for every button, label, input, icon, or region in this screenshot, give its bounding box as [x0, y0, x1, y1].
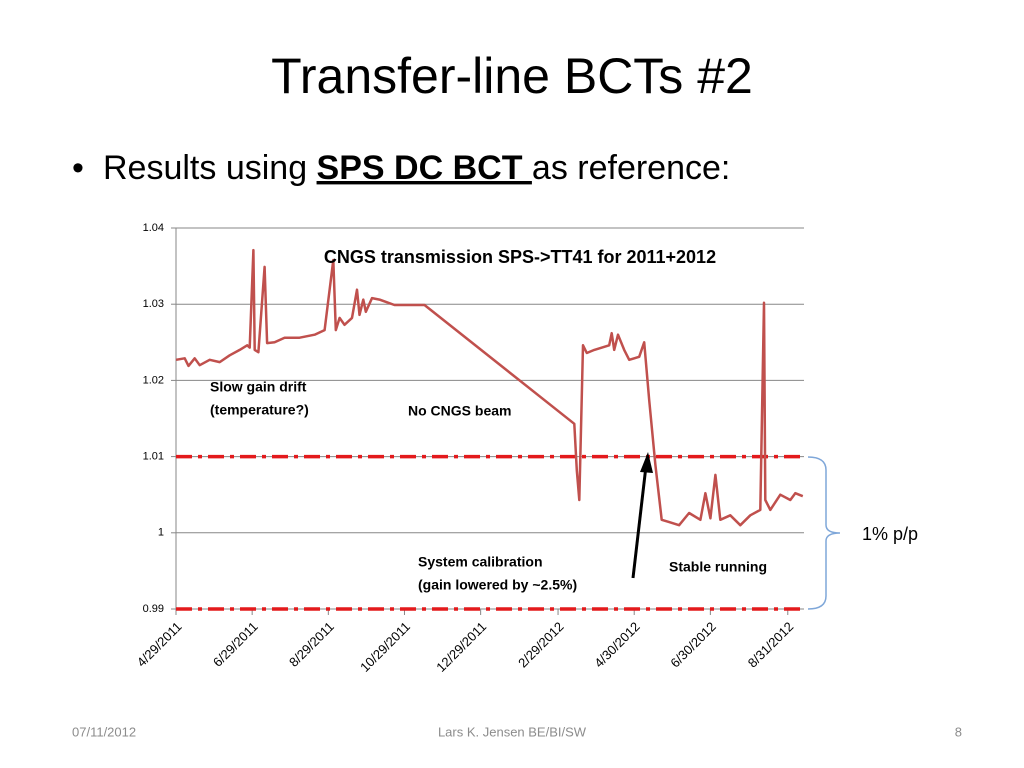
arrow-head — [640, 452, 653, 473]
x-tick-label: 8/31/2012 — [745, 619, 797, 671]
y-tick-label: 1.03 — [143, 298, 164, 310]
footer-author: Lars K. Jensen BE/BI/SW — [438, 724, 587, 739]
y-tick-label: 1.01 — [143, 451, 164, 463]
x-tick-label: 6/29/2011 — [210, 619, 261, 670]
slide-title: Transfer-line BCTs #2 — [271, 48, 753, 104]
y-tick-label: 1.04 — [143, 222, 164, 234]
chart-title: CNGS transmission SPS->TT41 for 2011+201… — [324, 247, 716, 267]
annotation: Stable running — [669, 559, 767, 575]
annotation: System calibration — [418, 554, 543, 570]
annotation: (temperature?) — [210, 402, 309, 418]
annotation: No CNGS beam — [408, 403, 511, 419]
annotation: Slow gain drift — [210, 379, 307, 395]
y-tick-label: 1 — [158, 527, 164, 539]
x-tick-label: 8/29/2011 — [286, 619, 337, 670]
y-tick-label: 1.02 — [143, 374, 164, 386]
bullet-mark: • — [72, 149, 84, 187]
y-tick-label: 0.99 — [143, 603, 164, 615]
data-line — [175, 248, 804, 527]
x-tick-label: 10/29/2011 — [357, 619, 413, 675]
footer-page: 8 — [955, 724, 962, 739]
band-label: 1% p/p — [862, 524, 918, 544]
bullet-emphasis: SPS DC BCT — [317, 149, 532, 187]
arrow-shaft — [631, 465, 648, 579]
annotation: (gain lowered by ~2.5%) — [418, 577, 577, 593]
x-tick-label: 2/29/2012 — [515, 619, 567, 671]
x-tick-label: 6/30/2012 — [667, 619, 719, 671]
bullet-before: Results using — [103, 149, 317, 187]
x-tick-label: 12/29/2011 — [433, 619, 489, 675]
x-tick-label: 4/29/2011 — [134, 619, 185, 670]
x-tick-label: 4/30/2012 — [591, 619, 643, 671]
bullet-text: Results using SPS DC BCT as reference: — [103, 149, 730, 187]
footer-date: 07/11/2012 — [72, 724, 136, 739]
brace — [807, 456, 841, 610]
chart: 0.99 1 1.01 1.02 1.03 1.04 4/29/2011 6/29/2011 8… — [134, 222, 804, 675]
bullet-after: as reference: — [532, 149, 730, 187]
